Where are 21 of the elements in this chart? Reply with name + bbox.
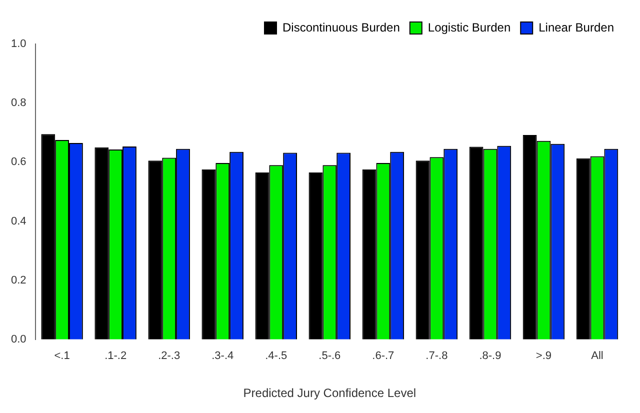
x-tick-label: .3-.4	[212, 350, 234, 362]
x-tick-label: All	[591, 350, 604, 362]
x-tick-label: <.1	[54, 350, 70, 362]
legend-label: Linear Burden	[538, 20, 614, 34]
legend-label: Discontinuous Burden	[282, 20, 400, 34]
x-tick-label: .5-.6	[318, 350, 341, 362]
y-tick-label: 0.8	[10, 97, 26, 110]
y-tick-label: 0.4	[10, 215, 26, 228]
x-tick-label: .2-.3	[158, 350, 180, 362]
x-axis-title: Predicted Jury Confidence Level	[243, 386, 416, 400]
x-tick-label: .7-.8	[426, 350, 448, 362]
x-tick-label: .1-.2	[104, 350, 127, 362]
x-tick-label: .8-.9	[479, 350, 502, 362]
y-tick-label: 0.2	[10, 274, 26, 286]
x-tick-label: .6-.7	[372, 350, 394, 362]
y-tick-label: 0.0	[10, 333, 26, 346]
x-tick-label: .4-.5	[265, 350, 288, 362]
y-tick-label: 1.0	[10, 38, 26, 50]
legend-label: Logistic Burden	[428, 20, 511, 34]
y-tick-label: 0.6	[10, 156, 26, 168]
x-tick-label: >.9	[536, 350, 552, 362]
